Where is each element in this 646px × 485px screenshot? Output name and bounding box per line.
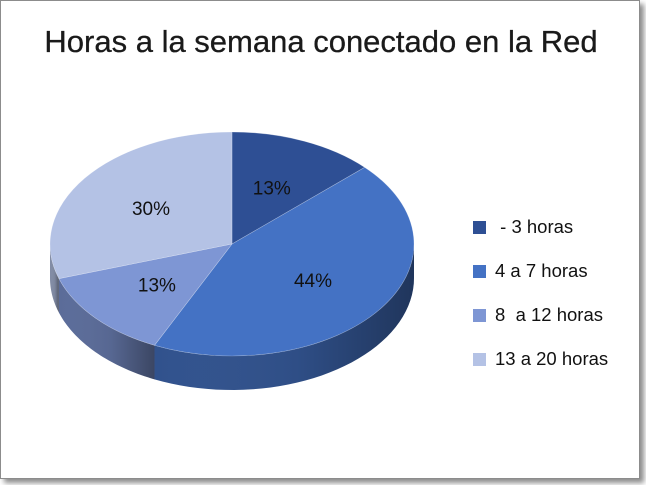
legend-swatch — [473, 353, 486, 366]
chart-title: Horas a la semana conectado en la Red — [44, 24, 598, 59]
data-label-0: 13% — [253, 179, 291, 200]
legend-swatch — [473, 221, 486, 234]
legend-swatch — [473, 309, 486, 322]
legend-label: 13 a 20 horas — [495, 348, 609, 369]
pie-slice-0 — [231, 131, 366, 245]
pie-slice-2 — [58, 243, 233, 346]
pie-slice-side-shading-1 — [154, 244, 414, 390]
pie-slice-side-shading-3 — [50, 244, 59, 313]
data-label-3: 30% — [132, 199, 170, 220]
pie-slice-side-shading-2 — [58, 278, 155, 380]
legend-label: - 3 horas — [495, 216, 574, 237]
chart-frame: Horas a la semana conectado en la Red 13… — [0, 0, 640, 479]
legend-label: 4 a 7 horas — [495, 260, 588, 281]
legend-label: 8 a 12 horas — [495, 304, 603, 325]
pie-chart: 13% 44% 13% 30% — [49, 131, 415, 390]
pie-slice-1 — [154, 166, 415, 357]
data-label-2: 13% — [138, 276, 176, 297]
data-label-1: 44% — [294, 271, 332, 292]
pie-slice-3 — [49, 131, 233, 279]
legend-swatch — [473, 265, 486, 278]
